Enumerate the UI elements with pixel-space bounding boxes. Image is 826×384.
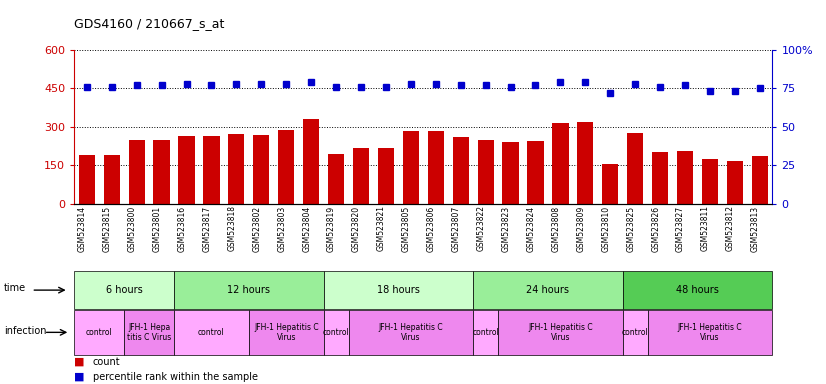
Bar (727, 161, 743, 204)
Text: GSM523801: GSM523801 (153, 205, 162, 252)
Bar (403, 131, 419, 204)
Bar (527, 141, 544, 204)
Text: GSM523813: GSM523813 (751, 205, 760, 252)
Text: GSM523819: GSM523819 (327, 205, 336, 252)
Bar (228, 134, 244, 204)
Bar (502, 142, 519, 204)
Bar (428, 131, 444, 204)
Text: control: control (86, 328, 112, 337)
Bar (129, 139, 145, 204)
Bar (652, 152, 668, 204)
Text: GSM523823: GSM523823 (501, 205, 510, 252)
Bar (303, 119, 320, 204)
Text: GDS4160 / 210667_s_at: GDS4160 / 210667_s_at (74, 17, 225, 30)
Bar (627, 133, 643, 204)
Text: 12 hours: 12 hours (227, 285, 270, 295)
Bar (553, 123, 568, 204)
Bar (677, 151, 693, 204)
Text: 24 hours: 24 hours (526, 285, 569, 295)
Text: ■: ■ (74, 372, 85, 382)
Text: GSM523814: GSM523814 (78, 205, 87, 252)
Text: GSM523808: GSM523808 (552, 205, 560, 252)
Bar (752, 156, 768, 204)
Text: GSM523812: GSM523812 (726, 205, 735, 252)
Text: GSM523803: GSM523803 (278, 205, 287, 252)
Bar (453, 137, 469, 204)
Bar (78, 155, 95, 204)
Bar (203, 136, 220, 204)
Text: GSM523804: GSM523804 (302, 205, 311, 252)
Bar (477, 139, 494, 204)
Text: GSM523802: GSM523802 (252, 205, 261, 252)
Text: 48 hours: 48 hours (676, 285, 719, 295)
Text: GSM523822: GSM523822 (477, 205, 486, 252)
Text: control: control (622, 328, 648, 337)
Text: JFH-1 Hepatitis C
Virus: JFH-1 Hepatitis C Virus (677, 323, 743, 342)
Text: GSM523811: GSM523811 (701, 205, 710, 252)
Text: GSM523810: GSM523810 (601, 205, 610, 252)
Text: GSM523826: GSM523826 (651, 205, 660, 252)
Text: control: control (472, 328, 499, 337)
Text: GSM523827: GSM523827 (676, 205, 685, 252)
Text: 6 hours: 6 hours (106, 285, 143, 295)
Text: GSM523824: GSM523824 (526, 205, 535, 252)
Bar (353, 149, 369, 204)
Text: JFH-1 Hepatitis C
Virus: JFH-1 Hepatitis C Virus (378, 323, 444, 342)
Bar (328, 154, 344, 204)
Text: time: time (4, 283, 26, 293)
Text: GSM523806: GSM523806 (427, 205, 436, 252)
Bar (702, 159, 718, 204)
Text: GSM523815: GSM523815 (102, 205, 112, 252)
Text: GSM523818: GSM523818 (227, 205, 236, 252)
Text: control: control (198, 328, 225, 337)
Text: GSM523816: GSM523816 (178, 205, 187, 252)
Bar (178, 136, 195, 204)
Text: control: control (323, 328, 349, 337)
Text: JFH-1 Hepatitis C
Virus: JFH-1 Hepatitis C Virus (528, 323, 593, 342)
Text: percentile rank within the sample: percentile rank within the sample (93, 372, 258, 382)
Text: GSM523809: GSM523809 (577, 205, 586, 252)
Bar (278, 130, 294, 204)
Text: infection: infection (4, 326, 46, 336)
Bar (254, 135, 269, 204)
Text: JFH-1 Hepa
titis C Virus: JFH-1 Hepa titis C Virus (127, 323, 171, 342)
Text: GSM523820: GSM523820 (352, 205, 361, 252)
Bar (154, 139, 169, 204)
Text: GSM523805: GSM523805 (402, 205, 411, 252)
Text: GSM523800: GSM523800 (128, 205, 136, 252)
Text: GSM523821: GSM523821 (377, 205, 386, 252)
Text: GSM523825: GSM523825 (626, 205, 635, 252)
Bar (377, 149, 394, 204)
Bar (103, 155, 120, 204)
Text: ■: ■ (74, 357, 85, 367)
Text: GSM523807: GSM523807 (452, 205, 461, 252)
Bar (577, 122, 593, 204)
Text: JFH-1 Hepatitis C
Virus: JFH-1 Hepatitis C Virus (254, 323, 319, 342)
Text: GSM523817: GSM523817 (202, 205, 211, 252)
Text: 18 hours: 18 hours (377, 285, 420, 295)
Text: count: count (93, 357, 120, 367)
Bar (602, 164, 619, 204)
